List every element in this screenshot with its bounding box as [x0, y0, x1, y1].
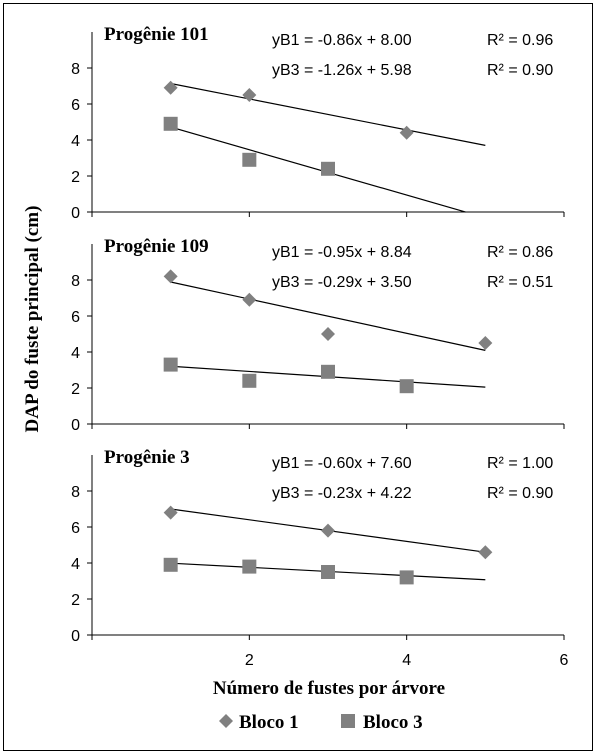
- data-point-bloco-3: [242, 152, 257, 167]
- regression-equation: yB1 = -0.60x + 7.60: [272, 455, 412, 472]
- legend-label-bloco-1: Bloco 1: [239, 712, 299, 733]
- data-point-bloco-1: [163, 269, 178, 284]
- y-tick-label: 0: [71, 205, 80, 222]
- regression-equation: yB3 = -0.23x + 4.22: [272, 485, 412, 502]
- y-tick-label: 0: [71, 417, 80, 434]
- r-squared-label: R² = 0.90: [487, 485, 553, 502]
- y-tick-label: 8: [71, 484, 80, 501]
- data-point-bloco-1: [163, 80, 178, 95]
- y-tick-label: 8: [71, 61, 80, 78]
- regression-equation: yB1 = -0.86x + 8.00: [272, 32, 412, 49]
- panel-title: Progênie 109: [104, 236, 209, 257]
- y-tick-label: 2: [71, 381, 80, 398]
- data-point-bloco-1: [478, 336, 493, 350]
- trendline-bloco-1: [170, 82, 486, 146]
- y-tick-label: 6: [71, 309, 80, 326]
- data-point-bloco-3: [163, 557, 178, 572]
- y-tick-label: 4: [71, 556, 80, 573]
- x-tick-label: 6: [560, 652, 569, 669]
- trendline-bloco-1: [170, 281, 486, 351]
- data-point-bloco-3: [321, 364, 335, 379]
- figure-frame: 0 2 4 6 8 Progênie 101 yB1 = -0.86x + 8.00 R² =…: [3, 3, 593, 751]
- y-axis-title: DAP do fuste principal (cm): [22, 206, 43, 433]
- x-tick-label: 4: [402, 652, 411, 669]
- r-squared-label: R² = 1.00: [487, 455, 553, 472]
- y-tick-label: 0: [71, 628, 80, 645]
- y-tick-label: 2: [71, 169, 80, 186]
- data-point-bloco-3: [321, 565, 335, 579]
- y-tick-label: 4: [71, 133, 80, 150]
- data-point-bloco-3: [163, 357, 178, 372]
- regression-equation: yB3 = -0.29x + 3.50: [272, 274, 412, 291]
- panel-title: Progênie 101: [104, 24, 209, 45]
- data-point-bloco-3: [399, 379, 414, 394]
- r-squared-label: R² = 0.90: [487, 62, 553, 79]
- y-tick-label: 6: [71, 520, 80, 537]
- data-point-bloco-3: [242, 559, 257, 574]
- r-squared-label: R² = 0.86: [487, 244, 553, 261]
- data-point-bloco-1: [321, 523, 335, 538]
- y-tick-label: 6: [71, 97, 80, 114]
- regression-equation: yB3 = -1.26x + 5.98: [272, 62, 412, 79]
- legend-label-bloco-3: Bloco 3: [363, 712, 423, 733]
- y-tick-label: 8: [71, 273, 80, 290]
- legend-marker-bloco-1: [219, 714, 233, 728]
- y-tick-label: 2: [71, 592, 80, 609]
- panel-title: Progênie 3: [104, 447, 190, 468]
- data-point-bloco-3: [242, 373, 257, 388]
- legend-marker-bloco-3: [341, 714, 355, 728]
- x-axis-title: Número de fustes por árvore: [213, 678, 445, 699]
- y-tick-label: 4: [71, 345, 80, 362]
- data-point-bloco-3: [321, 161, 335, 176]
- data-point-bloco-1: [242, 292, 257, 307]
- r-squared-label: R² = 0.51: [487, 274, 553, 291]
- regression-equation: yB1 = -0.95x + 8.84: [272, 244, 412, 261]
- data-point-bloco-1: [478, 545, 493, 560]
- trendline-bloco-3: [170, 126, 466, 213]
- data-point-bloco-3: [163, 116, 178, 131]
- data-point-bloco-3: [399, 570, 414, 585]
- data-point-bloco-1: [163, 505, 178, 520]
- data-point-bloco-1: [242, 88, 257, 102]
- r-squared-label: R² = 0.96: [487, 32, 553, 49]
- chart-svg: 0 2 4 6 8 Progênie 101 yB1 = -0.86x + 8.00 R² =…: [22, 24, 569, 733]
- data-point-bloco-1: [399, 125, 414, 140]
- data-point-bloco-1: [321, 327, 335, 341]
- x-tick-label: 2: [245, 652, 254, 669]
